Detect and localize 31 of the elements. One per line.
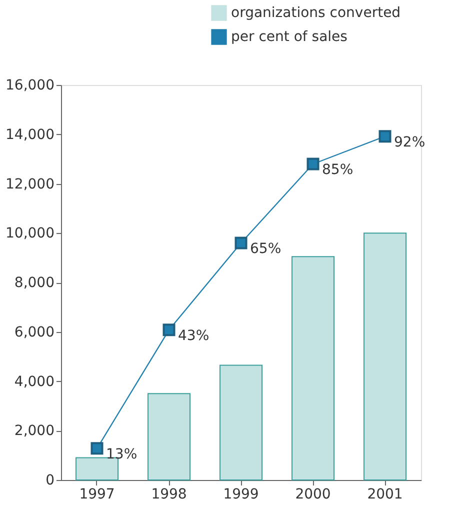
y-tick-label: 16,000 [6, 78, 54, 94]
point [234, 236, 248, 250]
data-label: 92% [394, 134, 426, 150]
y-tick-label: 10,000 [6, 226, 54, 242]
bar [220, 364, 262, 480]
y-tick-label: 12,000 [6, 176, 54, 192]
legend-label: per cent of sales [231, 29, 348, 45]
point [162, 324, 176, 336]
data-label: 13% [106, 446, 138, 462]
x-tick-label: 1999 [223, 486, 259, 502]
y-tick-label: 2,000 [14, 423, 54, 440]
x-tick-label: 2000 [295, 486, 331, 502]
bar [76, 457, 118, 480]
bar [364, 232, 406, 480]
y-tick-label: 8,000 [14, 275, 54, 291]
point [378, 130, 392, 143]
data-label: 43% [178, 328, 210, 344]
bar [292, 256, 334, 480]
bar [148, 393, 190, 480]
y-tick-label: 14,000 [6, 126, 54, 143]
y-tick-label: 0 [46, 472, 54, 488]
y-tick-label: 6,000 [14, 324, 54, 340]
y-tick-label: 4,000 [14, 374, 54, 390]
x-tick-label: 1998 [151, 486, 187, 502]
legend-label: organizations converted [231, 5, 401, 21]
x-tick-label: 2001 [367, 486, 403, 502]
data-label: 65% [250, 241, 282, 257]
point [90, 442, 104, 455]
data-label: 85% [322, 162, 354, 178]
x-tick-label: 1997 [79, 486, 115, 502]
point [306, 158, 320, 170]
